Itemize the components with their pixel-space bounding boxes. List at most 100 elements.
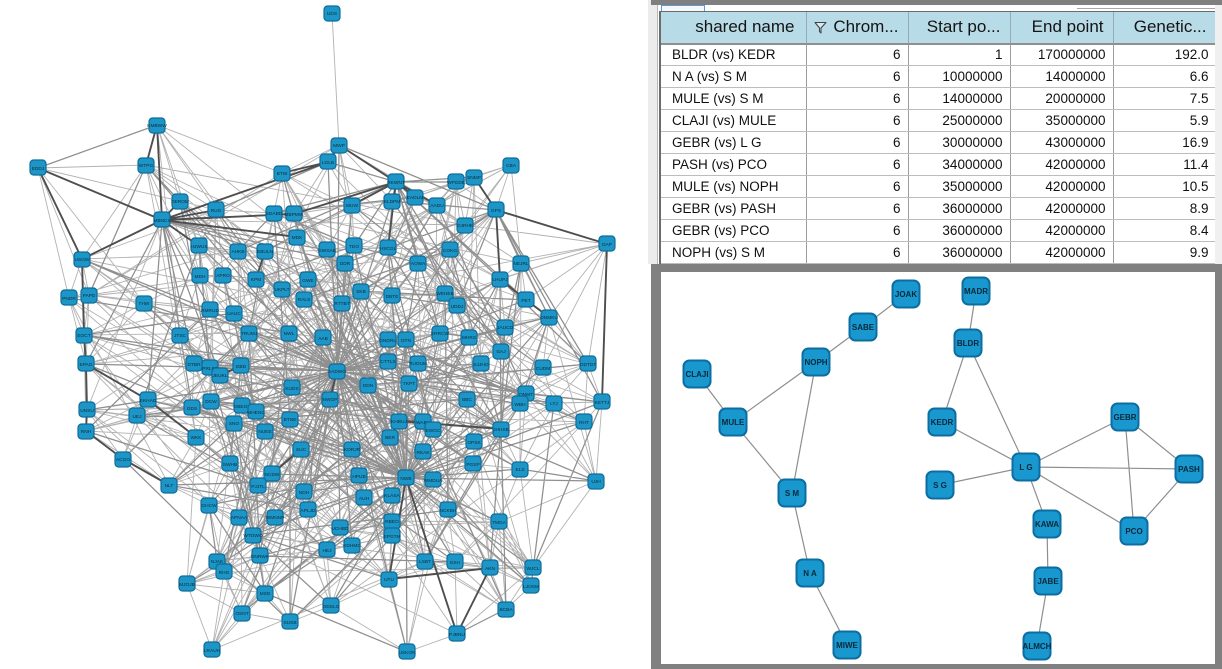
svg-text:DDR: DDR [340,261,351,267]
svg-text:ODTDT: ODTDT [580,362,597,368]
svg-text:NJAK: NJAK [211,559,224,565]
svg-text:DBD: DBD [236,364,247,370]
svg-text:NWB: NWB [400,476,411,482]
svg-text:BCBA: BCBA [499,607,513,613]
svg-text:MDH: MDH [195,274,206,280]
svg-text:KHBUJ: KHBUJ [391,419,407,425]
svg-text:WTOWO: WTOWO [243,533,263,539]
svg-text:OSNT: OSNT [235,611,248,617]
svg-text:PNDR: PNDR [62,296,76,302]
svg-text:DCW: DCW [205,399,217,405]
svg-text:USKON: USKON [398,650,416,656]
svg-text:UNSU: UNSU [80,408,94,414]
svg-text:MHRS: MHRS [462,335,476,341]
svg-text:GPS: GPS [491,208,501,214]
svg-text:LTJ: LTJ [550,401,558,407]
svg-text:RKWNT: RKWNT [387,180,405,186]
svg-text:LRAUH: LRAUH [204,648,221,654]
svg-text:DAP: DAP [602,242,612,248]
svg-text:GNDRU: GNDRU [379,338,397,344]
svg-text:KETTJ: KETTJ [595,400,610,406]
svg-text:AUH: AUH [359,496,370,502]
svg-text:BLDR: BLDR [957,339,979,348]
svg-text:MULE: MULE [722,418,745,427]
svg-text:NCDW: NCDW [265,472,280,478]
svg-text:EOCT: EOCT [77,333,90,339]
svg-text:BTW: BTW [277,171,288,177]
svg-text:WMDUA: WMDUA [424,478,443,484]
svg-text:OPSK: OPSK [467,440,481,446]
svg-text:RHG: RHG [219,570,230,576]
svg-text:KORJR: KORJR [344,447,361,453]
svg-text:WJCL: WJCL [526,566,539,572]
svg-text:N A: N A [803,569,817,578]
svg-text:L G: L G [1019,463,1032,472]
svg-text:CTTLS: CTTLS [380,359,395,365]
svg-text:APRO: APRO [216,273,230,279]
svg-text:CBA: CBA [506,163,517,169]
svg-text:UJH: UJH [591,479,601,485]
svg-text:WTPG: WTPG [139,163,154,169]
svg-text:MBNCS: MBNCS [153,218,170,224]
svg-text:ERRCW: ERRCW [431,331,450,337]
svg-text:NCKBH: NCKBH [440,508,457,514]
svg-text:EWGC: EWGC [426,428,441,434]
svg-text:ONMKU: ONMKU [540,315,558,321]
svg-text:SDABD: SDABD [266,211,283,217]
svg-text:WPGDE: WPGDE [447,180,465,186]
svg-text:GWE: GWE [302,278,313,284]
svg-text:GWSAB: GWSAB [318,248,336,254]
svg-text:UTU: UTU [384,577,394,583]
svg-text:MBPMW: MBPMW [285,212,304,218]
svg-text:JOAK: JOAK [895,290,917,299]
svg-text:AKN: AKN [485,566,495,572]
svg-text:ALMCH: ALMCH [1023,642,1052,651]
svg-text:BER: BER [385,435,395,441]
svg-text:MIWE: MIWE [836,641,858,650]
svg-text:AOWA: AOWA [411,261,426,267]
svg-text:EDDJ: EDDJ [32,166,45,172]
svg-text:PCO: PCO [1125,527,1142,536]
svg-text:USGW: USGW [75,257,90,263]
svg-text:PAPD: PAPD [83,293,96,299]
svg-text:RNH: RNH [81,429,92,435]
svg-text:KPM: KPM [251,277,261,283]
svg-text:NLT: NLT [165,483,174,489]
svg-text:ODSLG: ODSLG [323,604,340,610]
svg-text:KEDR: KEDR [931,418,954,427]
svg-text:LHUPJ: LHUPJ [492,277,508,283]
svg-text:RMRUD: RMRUD [201,308,219,314]
svg-text:JTSC: JTSC [174,333,187,339]
svg-text:RUG: RUG [211,208,222,214]
svg-text:RTTBT: RTTBT [334,301,349,307]
svg-text:SNO: SNO [229,421,240,427]
svg-text:EKHAD: EKHAD [140,398,157,404]
svg-text:TRUMJ: TRUMJ [241,331,258,337]
svg-text:SWHB: SWHB [223,462,237,468]
svg-text:ONMT: ONMT [519,392,533,398]
svg-text:PET: PET [521,298,530,304]
svg-text:TDO: TDO [349,244,359,250]
svg-text:LGLB: LGLB [322,160,334,166]
svg-text:HSCGL: HSCGL [380,246,397,252]
svg-text:APLJD: APLJD [301,508,316,514]
svg-text:UEJ: UEJ [132,414,142,420]
svg-text:EPAG: EPAG [80,362,93,368]
svg-text:SABE: SABE [852,323,875,332]
svg-text:MJOJB: MJOJB [179,582,195,588]
svg-text:OJRHE: OJRHE [457,223,473,229]
svg-text:NWOP: NWOP [323,397,338,403]
svg-text:TMGA: TMGA [492,520,507,526]
svg-text:DNRWK: DNRWK [251,554,270,560]
svg-text:UDDJ: UDDJ [451,304,464,310]
svg-text:RHT: RHT [579,420,589,426]
svg-text:PASH: PASH [1178,465,1200,474]
svg-text:KMBWW: KMBWW [147,123,167,129]
svg-text:WMNNP: WMNNP [266,515,285,521]
svg-text:HJWUS: HJWUS [190,244,207,250]
svg-text:NUEE: NUEE [258,429,271,435]
svg-text:SUC: SUC [296,447,307,453]
svg-text:PGSP: PGSP [466,462,479,468]
svg-text:NEJRL: NEJRL [513,261,529,267]
svg-text:UKPLT: UKPLT [274,287,289,293]
